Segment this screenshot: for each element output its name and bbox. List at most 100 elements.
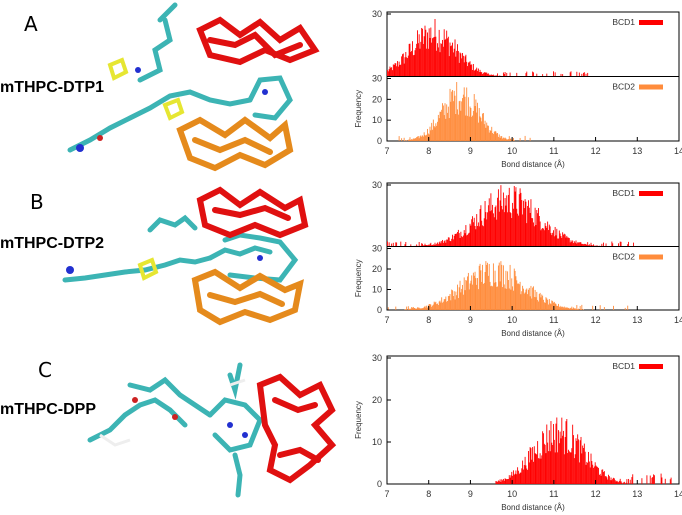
histogram-bar <box>550 304 552 310</box>
histogram-bar <box>583 447 584 484</box>
histogram-bar <box>392 70 393 77</box>
histogram-bar <box>490 74 492 77</box>
histogram-bar <box>480 71 482 77</box>
histogram-bar <box>404 57 406 77</box>
histogram-bar <box>475 69 477 77</box>
histogram-bar <box>545 225 547 247</box>
histogram-bar <box>452 90 453 141</box>
histogram-bar <box>409 43 411 77</box>
histogram-bar <box>576 243 578 247</box>
histogram-bar <box>479 69 481 77</box>
histogram-bar <box>422 28 423 77</box>
histogram-bar <box>627 305 629 310</box>
histogram-bar <box>423 307 425 310</box>
histogram-bar <box>539 453 541 484</box>
histogram-bar <box>576 305 578 310</box>
histogram-bar <box>504 137 506 141</box>
histogram-bar <box>508 475 510 484</box>
histogram-bar <box>493 131 495 141</box>
histogram-bar <box>569 307 571 310</box>
histogram-bar <box>446 30 448 77</box>
histogram-bar <box>532 218 534 247</box>
histogram-bar <box>506 288 508 310</box>
histogram-bar <box>610 477 612 484</box>
histogram-bar <box>459 280 461 310</box>
legend-swatch <box>639 254 663 260</box>
histogram-bar <box>538 293 540 310</box>
histogram-bar <box>507 212 509 247</box>
histogram-bar <box>518 284 520 310</box>
histogram-bar <box>430 304 432 310</box>
histogram-bar <box>523 208 525 247</box>
histogram-bar <box>579 242 581 247</box>
histogram-bar <box>407 306 409 310</box>
molecule-title-c: mTHPC-DPP <box>0 401 97 418</box>
histogram-bar <box>524 199 526 247</box>
histogram-bar <box>565 306 567 310</box>
histogram-bar <box>417 30 418 77</box>
histogram-bar <box>442 103 443 141</box>
x-tick-label: 13 <box>632 315 642 325</box>
histogram-bar <box>439 52 441 77</box>
histogram-bar <box>412 306 414 310</box>
histogram-bar <box>512 290 514 310</box>
histogram-bar <box>577 242 579 247</box>
histogram-bar <box>435 301 437 310</box>
histogram-bar <box>533 226 535 247</box>
histogram-bar <box>388 69 390 77</box>
histogram-bar <box>480 205 482 247</box>
histogram-bar <box>649 475 651 484</box>
histogram-bar <box>485 261 487 310</box>
histogram-bar <box>540 297 542 310</box>
histogram-bar <box>463 62 465 77</box>
histogram-bar <box>542 74 544 77</box>
histogram-bar <box>425 135 427 141</box>
histogram-bar <box>394 63 396 77</box>
histogram-bar <box>461 58 463 77</box>
histogram-bar <box>453 291 455 310</box>
x-tick-label: 14 <box>674 146 682 156</box>
histogram-bar <box>481 220 483 247</box>
histogram-bar <box>603 307 605 310</box>
histogram-bar <box>512 138 514 141</box>
histogram-bar <box>457 44 458 77</box>
histogram-bar <box>416 308 418 310</box>
histogram-bar <box>395 242 397 247</box>
histogram-bar <box>578 242 579 247</box>
histogram-bar <box>421 308 423 310</box>
histogram-bar <box>422 243 423 247</box>
x-axis-label: Bond distance (Å) <box>501 329 565 338</box>
histogram-bar <box>529 447 531 484</box>
histogram-bar <box>453 90 455 141</box>
histogram-bar <box>553 424 554 484</box>
histogram-bar <box>581 244 583 247</box>
histogram-bar <box>492 133 494 141</box>
histogram-bar <box>503 480 505 484</box>
histogram-bar <box>495 131 497 141</box>
histogram-bar <box>422 136 424 141</box>
histogram-bar <box>396 66 398 77</box>
histogram-bar <box>474 70 476 77</box>
histogram-bar <box>447 237 449 247</box>
histogram-bar <box>568 307 569 310</box>
histogram-bar <box>603 472 604 484</box>
histogram-bar <box>527 451 529 484</box>
histogram-bar <box>469 61 471 77</box>
histogram-bar <box>578 308 579 310</box>
histogram-bar <box>641 478 643 484</box>
histogram-bar <box>417 307 419 310</box>
histogram-bar <box>521 200 523 247</box>
histogram-bar <box>598 474 600 484</box>
histogram-bar <box>516 474 518 484</box>
histogram-bar <box>474 225 476 247</box>
histogram-bar <box>601 243 603 247</box>
histogram-bar <box>447 36 449 77</box>
histogram-bar <box>543 228 544 247</box>
histogram-bar <box>494 207 496 247</box>
histogram-bar <box>432 129 433 141</box>
histogram-bar <box>387 71 389 77</box>
y-tick-label: 20 <box>372 94 382 104</box>
histogram-bar <box>582 445 584 484</box>
histogram-bar <box>514 191 516 247</box>
histogram-bar <box>527 469 529 484</box>
